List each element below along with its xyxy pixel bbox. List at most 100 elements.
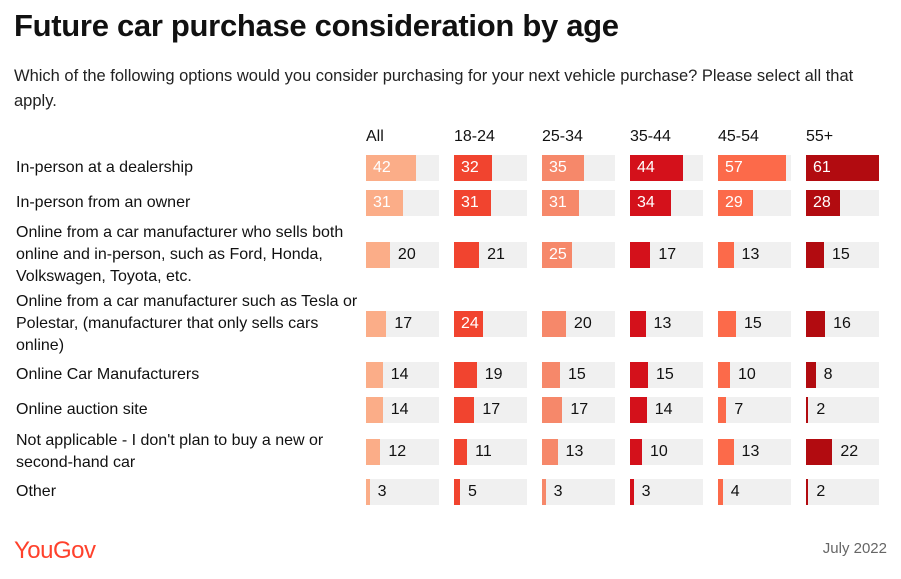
bar-25-34 bbox=[542, 362, 560, 388]
bar-35-44 bbox=[630, 190, 671, 216]
bar-55 bbox=[806, 242, 824, 268]
bar-35-44 bbox=[630, 362, 648, 388]
row-label: Other bbox=[16, 483, 57, 500]
data-label: 20 bbox=[397, 246, 416, 263]
bar-track: 31 bbox=[454, 190, 527, 216]
bar-track: 13 bbox=[718, 242, 791, 268]
bar-45-54 bbox=[718, 397, 727, 423]
row-label: Online Car Manufacturers bbox=[16, 366, 200, 383]
bar-track: 14 bbox=[366, 362, 439, 388]
bar-25-34 bbox=[542, 242, 572, 268]
bar-track: 34 bbox=[630, 190, 703, 216]
bar-18-24 bbox=[454, 311, 483, 337]
data-label: 19 bbox=[484, 366, 503, 383]
data-label: 11 bbox=[475, 443, 492, 460]
bar-45-54 bbox=[718, 155, 787, 181]
data-label: 15 bbox=[655, 366, 674, 383]
bar-track: 8 bbox=[806, 362, 879, 388]
bar-25-34 bbox=[542, 479, 546, 505]
bar-18-24 bbox=[454, 242, 480, 268]
bar-track: 4 bbox=[718, 479, 791, 505]
bar-18-24 bbox=[454, 397, 475, 423]
data-label: 10 bbox=[649, 443, 668, 460]
bar-track: 17 bbox=[454, 397, 527, 423]
bar-track: 12 bbox=[366, 439, 439, 465]
bar-18-24 bbox=[454, 479, 460, 505]
data-label: 44 bbox=[637, 159, 655, 176]
bar-45-54 bbox=[718, 479, 723, 505]
bar-track: 31 bbox=[542, 190, 615, 216]
bar-45-54 bbox=[718, 242, 734, 268]
data-label: 29 bbox=[725, 194, 743, 211]
bar-55 bbox=[806, 397, 809, 423]
bar-25-34 bbox=[542, 155, 584, 181]
bar-track: 22 bbox=[806, 439, 879, 465]
bar-track: 3 bbox=[542, 479, 615, 505]
bar-55 bbox=[806, 190, 840, 216]
row-label: Not applicable - I don't plan to buy a n… bbox=[16, 432, 324, 471]
data-label: 15 bbox=[743, 315, 762, 332]
bar-track: 16 bbox=[806, 311, 879, 337]
bar-track: 42 bbox=[366, 155, 439, 181]
bar-track: 7 bbox=[718, 397, 791, 423]
data-label: 31 bbox=[549, 194, 567, 211]
bar-all bbox=[366, 362, 383, 388]
data-label: 12 bbox=[388, 443, 407, 460]
bar-45-54 bbox=[718, 439, 734, 465]
column-header-55: 55+ bbox=[806, 128, 834, 145]
row-label: Online from a car manufacturer who sells… bbox=[16, 224, 344, 285]
data-label: 31 bbox=[461, 194, 479, 211]
bar-35-44 bbox=[630, 439, 642, 465]
bar-18-24 bbox=[454, 190, 492, 216]
data-label: 57 bbox=[725, 159, 743, 176]
data-label: 15 bbox=[567, 366, 586, 383]
row-label: In-person from an owner bbox=[16, 194, 191, 211]
bar-track: 10 bbox=[718, 362, 791, 388]
bar-track: 15 bbox=[718, 311, 791, 337]
data-label: 8 bbox=[823, 366, 833, 383]
data-label: 13 bbox=[741, 443, 760, 460]
chart-subtitle: Which of the following options would you… bbox=[14, 67, 854, 110]
bar-track: 11 bbox=[454, 439, 527, 465]
bar-track: 28 bbox=[806, 190, 879, 216]
bar-all bbox=[366, 479, 370, 505]
data-label: 22 bbox=[840, 443, 859, 460]
data-label: 42 bbox=[373, 159, 391, 176]
data-label: 13 bbox=[653, 315, 672, 332]
bar-25-34 bbox=[542, 311, 566, 337]
bar-track: 21 bbox=[454, 242, 527, 268]
data-label: 61 bbox=[813, 159, 831, 176]
bar-track: 17 bbox=[542, 397, 615, 423]
bar-track: 13 bbox=[718, 439, 791, 465]
bar-track: 15 bbox=[542, 362, 615, 388]
bar-track: 17 bbox=[630, 242, 703, 268]
bar-track: 14 bbox=[366, 397, 439, 423]
bar-all bbox=[366, 155, 417, 181]
row-label: In-person at a dealership bbox=[16, 159, 193, 176]
data-label: 13 bbox=[565, 443, 584, 460]
bar-45-54 bbox=[718, 311, 736, 337]
bar-45-54 bbox=[718, 190, 753, 216]
bar-track: 44 bbox=[630, 155, 703, 181]
bar-55 bbox=[806, 439, 833, 465]
data-label: 3 bbox=[377, 483, 387, 500]
data-label: 31 bbox=[373, 194, 391, 211]
data-label: 28 bbox=[813, 194, 831, 211]
bar-35-44 bbox=[630, 479, 634, 505]
data-label: 21 bbox=[487, 246, 505, 263]
bar-track: 20 bbox=[366, 242, 439, 268]
data-label: 14 bbox=[390, 401, 409, 418]
bar-track: 2 bbox=[806, 479, 879, 505]
bar-track: 15 bbox=[630, 362, 703, 388]
bar-55 bbox=[806, 362, 816, 388]
bar-track: 17 bbox=[366, 311, 439, 337]
bar-track: 35 bbox=[542, 155, 615, 181]
data-label: 35 bbox=[549, 159, 567, 176]
bar-track: 13 bbox=[630, 311, 703, 337]
data-label: 15 bbox=[831, 246, 850, 263]
bar-track: 19 bbox=[454, 362, 527, 388]
data-label: 17 bbox=[570, 401, 589, 418]
bar-track: 13 bbox=[542, 439, 615, 465]
bar-track: 32 bbox=[454, 155, 527, 181]
bar-25-34 bbox=[542, 439, 558, 465]
